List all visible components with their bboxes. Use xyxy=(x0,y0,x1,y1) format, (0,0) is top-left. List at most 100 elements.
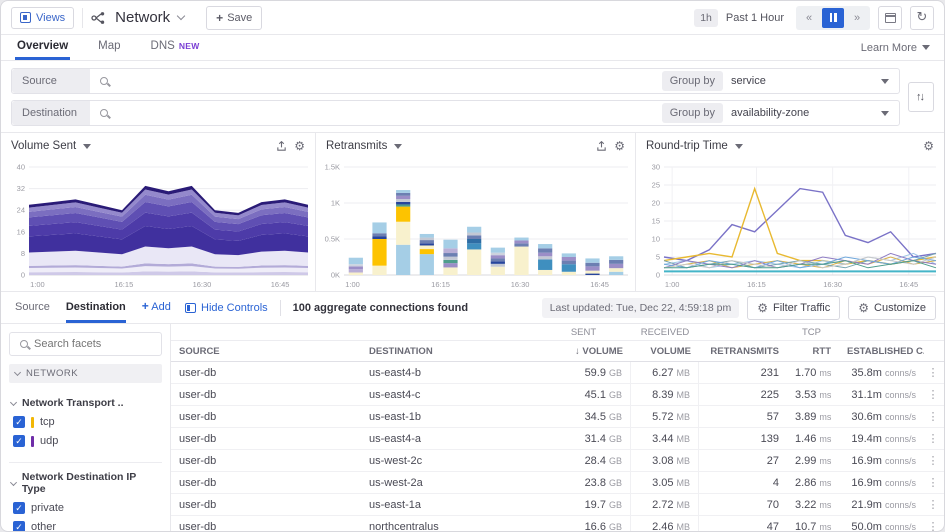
table-row[interactable]: user-db us-east-1b 34.5 GB 5.72 MB 57 3.89 ms 30.… xyxy=(171,406,944,428)
source-search-input[interactable] xyxy=(114,69,662,93)
destination-search-input[interactable] xyxy=(114,101,662,125)
facet-section-title[interactable]: Network Destination IP Type xyxy=(9,471,160,495)
table-row[interactable]: user-db us-west-2c 28.4 GB 3.08 MB 27 2.99 ms 16.… xyxy=(171,450,944,472)
table-row[interactable]: user-db us-east-1a 19.7 GB 2.72 MB 70 3.22 ms 21.… xyxy=(171,494,944,516)
column-header-retransmits[interactable]: RETRANSMITS xyxy=(710,345,779,357)
bar-segment xyxy=(514,246,529,275)
established: 16.9m xyxy=(851,476,882,489)
bar-segment xyxy=(561,253,576,257)
facet-group-network[interactable]: NETWORK xyxy=(9,364,162,383)
time-range-badge[interactable]: 1h xyxy=(694,8,718,27)
cell-sent-volume: 23.8 GB xyxy=(536,472,631,493)
tab-dns[interactable]: DNS NEW xyxy=(149,35,202,60)
chevron-down-icon[interactable] xyxy=(176,11,186,21)
group-by-source-select[interactable]: service xyxy=(731,75,766,87)
table-row[interactable]: user-db us-east4-a 31.4 GB 3.44 MB 139 1.46 ms 19… xyxy=(171,428,944,450)
table-row[interactable]: user-db us-west-2a 23.8 GB 3.05 MB 4 2.86 ms 16.9… xyxy=(171,472,944,494)
column-header-destination[interactable]: DESTINATION xyxy=(369,345,433,357)
add-panel-tab-button[interactable]: + Add xyxy=(142,299,171,323)
bar-segment xyxy=(490,266,505,275)
sent-volume-unit: GB xyxy=(608,499,622,510)
row-menu-icon[interactable]: ⋮ xyxy=(927,367,939,379)
checkbox-checked-icon[interactable]: ✓ xyxy=(13,521,25,531)
calendar-button[interactable] xyxy=(878,5,902,30)
panel-tab-label: Source xyxy=(15,301,50,313)
rtt: 1.70 xyxy=(795,366,817,379)
row-menu-icon[interactable]: ⋮ xyxy=(927,433,939,445)
sent-volume: 31.4 xyxy=(584,432,606,445)
hide-controls-button[interactable]: Hide Controls xyxy=(185,302,268,314)
column-header-source[interactable]: SOURCE xyxy=(179,345,220,357)
cell-destination: us-west-2c xyxy=(369,454,423,467)
panel-tab-destination[interactable]: Destination xyxy=(65,301,126,323)
facet-section-title[interactable]: Network Transport .. xyxy=(9,397,160,409)
row-menu-icon[interactable]: ⋮ xyxy=(927,477,939,489)
learn-more-dropdown[interactable]: Learn More xyxy=(861,35,930,60)
table-row[interactable]: user-db northcentralus 16.6 GB 2.46 MB 47 10.7 m… xyxy=(171,516,944,532)
caret-down-icon[interactable] xyxy=(881,110,889,116)
views-button[interactable]: Views xyxy=(11,6,75,29)
bar-segment xyxy=(419,249,434,255)
facet-item-private[interactable]: ✓ private xyxy=(13,502,160,514)
column-header-received-volume[interactable]: VOLUME xyxy=(650,345,691,357)
checkbox-checked-icon[interactable]: ✓ xyxy=(13,502,25,514)
row-menu-icon[interactable]: ⋮ xyxy=(927,499,939,511)
column-header-established[interactable]: ESTABLISHED C... xyxy=(847,345,924,357)
row-menu-icon[interactable]: ⋮ xyxy=(927,411,939,423)
rtt-unit: ms xyxy=(819,521,832,532)
bar-segment xyxy=(538,269,553,275)
column-header-sent-volume[interactable]: ↓ VOLUME xyxy=(574,345,623,357)
skip-back-button[interactable]: « xyxy=(798,8,820,28)
checkbox-checked-icon[interactable]: ✓ xyxy=(13,435,25,447)
views-label: Views xyxy=(36,11,66,24)
bar-segment xyxy=(585,258,600,263)
gear-icon[interactable]: ⚙ xyxy=(923,139,934,153)
gear-icon[interactable]: ⚙ xyxy=(614,139,625,153)
row-menu-icon[interactable]: ⋮ xyxy=(927,521,939,532)
facet-item-other[interactable]: ✓ other xyxy=(13,521,160,531)
bar-segment xyxy=(419,233,434,238)
established-unit: conns/s xyxy=(884,499,916,510)
row-menu-icon[interactable]: ⋮ xyxy=(927,389,939,401)
cell-established-connections: 16.9m conns/s xyxy=(839,455,924,467)
cell-received-volume: 3.44 MB xyxy=(631,428,699,449)
facet-item-tcp[interactable]: ✓ tcp xyxy=(13,416,160,428)
caret-down-icon[interactable] xyxy=(83,143,92,149)
row-menu-icon[interactable]: ⋮ xyxy=(927,455,939,467)
facet-item-udp[interactable]: ✓ udp xyxy=(13,435,160,447)
svg-text:24: 24 xyxy=(17,206,25,215)
bar-segment xyxy=(585,270,600,274)
facet-search-input[interactable] xyxy=(34,338,161,350)
swap-source-destination-button[interactable]: ↑↓ xyxy=(908,82,934,112)
facet-label: udp xyxy=(40,435,59,447)
checkbox-checked-icon[interactable]: ✓ xyxy=(13,416,25,428)
line-series-cluster-7 xyxy=(664,260,937,269)
panel-tab-source[interactable]: Source xyxy=(15,301,50,323)
customize-button[interactable]: ⚙ Customize xyxy=(848,295,936,320)
save-button[interactable]: + Save xyxy=(206,5,263,30)
caret-down-icon[interactable] xyxy=(881,78,889,84)
established-unit: conns/s xyxy=(884,367,916,378)
cell-sent-volume: 16.6 GB xyxy=(536,516,631,531)
refresh-button[interactable]: ↻ xyxy=(910,5,934,30)
column-header-rtt[interactable]: RTT xyxy=(812,345,831,357)
group-by-destination-select[interactable]: availability-zone xyxy=(731,107,810,119)
rtt: 3.53 xyxy=(795,388,817,401)
refresh-icon: ↻ xyxy=(916,10,928,25)
table-row[interactable]: user-db us-east4-b 59.9 GB 6.27 MB 231 1.70 ms 35… xyxy=(171,362,944,384)
export-icon[interactable] xyxy=(596,140,607,152)
round-trip-time-svg: 0 5 10 15 20 25 30 1:00 16:15 16:30 16:45 xyxy=(652,163,937,289)
filter-traffic-button[interactable]: ⚙ Filter Traffic xyxy=(747,295,841,320)
table-row[interactable]: user-db us-east4-c 45.1 GB 8.39 MB 225 3.53 ms 31… xyxy=(171,384,944,406)
caret-down-icon[interactable] xyxy=(394,143,403,149)
bar-segment xyxy=(443,263,458,268)
tab-overview[interactable]: Overview xyxy=(15,35,71,60)
pause-button[interactable] xyxy=(822,7,844,28)
caret-down-icon[interactable] xyxy=(734,143,743,149)
tab-map[interactable]: Map xyxy=(96,35,122,60)
time-range-label[interactable]: Past 1 Hour xyxy=(725,11,784,24)
gear-icon[interactable]: ⚙ xyxy=(294,139,305,153)
export-icon[interactable] xyxy=(276,140,287,152)
svg-text:0: 0 xyxy=(656,271,660,280)
skip-forward-button[interactable]: » xyxy=(846,8,868,28)
